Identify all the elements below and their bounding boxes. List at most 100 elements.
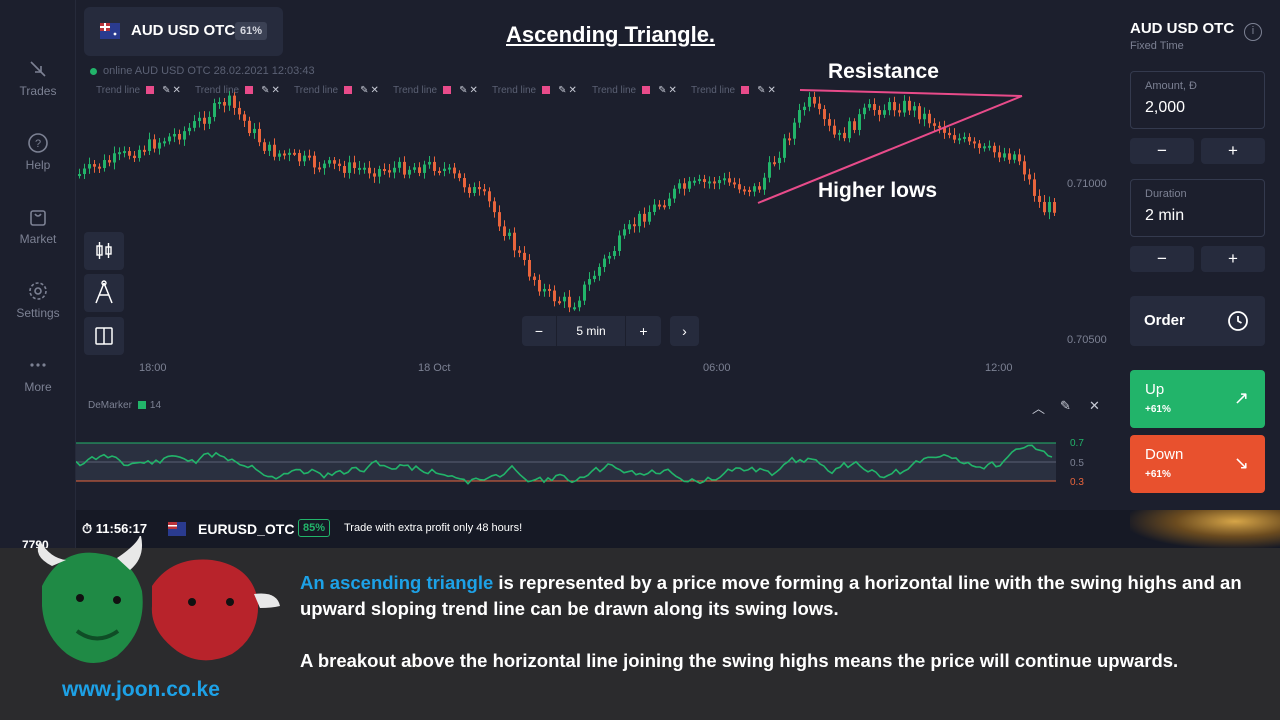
layout-button[interactable] xyxy=(84,317,124,355)
down-button[interactable]: Down +61% ↘ xyxy=(1130,435,1265,493)
edit-icon[interactable]: ✎ xyxy=(360,85,369,96)
amount-field[interactable]: Amount, Đ 2,000 xyxy=(1130,71,1265,129)
close-icon[interactable]: ✕ xyxy=(370,85,379,96)
candle-body xyxy=(198,117,201,122)
candle-body xyxy=(278,153,281,157)
drawing-tools-button[interactable] xyxy=(84,274,124,312)
amount-increase-button[interactable]: + xyxy=(1201,138,1265,164)
edit-icon[interactable]: ✎ xyxy=(162,85,171,96)
color-swatch[interactable] xyxy=(146,86,155,95)
edit-icon[interactable]: ✎ xyxy=(658,85,667,96)
website-link[interactable]: www.joon.co.ke xyxy=(62,678,220,701)
info-icon[interactable]: i xyxy=(1244,23,1262,41)
trend-line-item[interactable]: Trend line ✎ ✕ xyxy=(592,85,677,96)
color-swatch[interactable] xyxy=(245,86,254,95)
candle-body xyxy=(543,288,546,292)
candle-body xyxy=(98,166,101,169)
close-icon[interactable]: ✕ xyxy=(668,85,677,96)
edit-icon[interactable]: ✎ xyxy=(1060,398,1071,413)
color-swatch[interactable] xyxy=(344,86,353,95)
trend-line-item[interactable]: Trend line ✎ ✕ xyxy=(294,85,379,96)
edit-icon[interactable]: ✎ xyxy=(261,85,270,96)
candle-body xyxy=(298,153,301,162)
candle-body xyxy=(183,131,186,140)
candle-body xyxy=(143,149,146,152)
edit-icon[interactable]: ✎ xyxy=(757,85,766,96)
candle-body xyxy=(608,255,611,259)
duration-increase-button[interactable]: + xyxy=(1201,246,1265,272)
close-icon[interactable]: ✕ xyxy=(1089,398,1100,413)
candle-body xyxy=(603,258,606,267)
nav-item-market[interactable]: Market xyxy=(0,206,76,246)
more-icon xyxy=(30,363,46,367)
indicator-label: DeMarker 14 xyxy=(88,400,161,411)
nav-item-settings[interactable]: Settings xyxy=(0,280,76,320)
close-icon[interactable]: ✕ xyxy=(568,85,577,96)
color-swatch[interactable] xyxy=(443,86,452,95)
candle-body xyxy=(718,180,721,184)
color-swatch[interactable] xyxy=(542,86,551,95)
compass-icon xyxy=(95,280,113,304)
candle-body xyxy=(333,160,336,164)
close-icon[interactable]: ✕ xyxy=(172,85,181,96)
caption-text-1: is represented by a price move forming a… xyxy=(300,572,1242,619)
time-label: 12:00 xyxy=(985,362,1013,374)
candle-body xyxy=(828,119,831,126)
zoom-in-button[interactable]: + xyxy=(639,323,648,339)
candle-body xyxy=(1013,154,1016,160)
promo-symbol[interactable]: EURUSD_OTC xyxy=(198,521,295,537)
color-swatch[interactable] xyxy=(741,86,750,95)
up-button[interactable]: Up +61% ↗ xyxy=(1130,370,1265,428)
trend-line-item[interactable]: Trend line ✎ ✕ xyxy=(691,85,776,96)
duration-decrease-button[interactable]: − xyxy=(1130,246,1194,272)
collapse-icon[interactable]: ︿ xyxy=(1032,401,1046,416)
chart-type-button[interactable] xyxy=(84,232,124,270)
nav-item-more[interactable]: More xyxy=(0,354,76,394)
close-icon[interactable]: ✕ xyxy=(271,85,280,96)
amount-decrease-button[interactable]: − xyxy=(1130,138,1194,164)
trend-line-item[interactable]: Trend line ✎ ✕ xyxy=(195,85,280,96)
candle-body xyxy=(153,139,156,149)
close-icon[interactable]: ✕ xyxy=(767,85,776,96)
duration-value[interactable]: 2 min xyxy=(1145,207,1185,224)
trend-line-label: Trend line xyxy=(195,85,240,96)
trend-line-item[interactable]: Trend line ✎ ✕ xyxy=(393,85,478,96)
candle-body xyxy=(88,164,91,169)
candle-body xyxy=(353,162,356,169)
scroll-right-button[interactable]: › xyxy=(670,316,699,346)
candle-body xyxy=(813,96,816,104)
price-label-high: 0.71000 xyxy=(1067,178,1107,190)
candle-body xyxy=(303,155,306,162)
demarker-indicator xyxy=(76,442,1056,485)
candle-body xyxy=(643,213,646,222)
settings-icon xyxy=(29,282,47,300)
nav-item-help[interactable]: ? Help xyxy=(0,132,76,172)
candle-body xyxy=(378,168,381,177)
candle-body xyxy=(573,307,576,310)
candle-body xyxy=(918,106,921,120)
edit-icon[interactable]: ✎ xyxy=(558,85,567,96)
candle-body xyxy=(563,296,566,302)
edit-icon[interactable]: ✎ xyxy=(459,85,468,96)
trend-line-item[interactable]: Trend line ✎ ✕ xyxy=(492,85,577,96)
candle-body xyxy=(368,167,371,174)
candle-body xyxy=(848,121,851,139)
color-swatch[interactable] xyxy=(642,86,651,95)
zoom-out-button[interactable]: − xyxy=(534,323,544,339)
candlestick-chart[interactable] xyxy=(76,80,1086,360)
candle-body xyxy=(393,167,396,173)
nav-item-trades[interactable]: Trades xyxy=(0,58,76,98)
trend-line-item[interactable]: Trend line ✎ ✕ xyxy=(96,85,181,96)
asset-selector[interactable]: AUD USD OTC 61% xyxy=(84,7,283,56)
candle-body xyxy=(583,284,586,301)
close-icon[interactable]: ✕ xyxy=(469,85,478,96)
timeframe-value[interactable]: 5 min xyxy=(556,316,626,346)
stopwatch-icon: ⏱ xyxy=(82,521,93,536)
candle-body xyxy=(873,104,876,111)
order-button[interactable]: Order xyxy=(1130,296,1265,346)
candle-body xyxy=(1018,154,1021,162)
candle-body xyxy=(253,128,256,134)
amount-value[interactable]: 2,000 xyxy=(1145,99,1186,116)
up-payout: +61% xyxy=(1145,404,1171,415)
duration-field[interactable]: Duration 2 min xyxy=(1130,179,1265,237)
